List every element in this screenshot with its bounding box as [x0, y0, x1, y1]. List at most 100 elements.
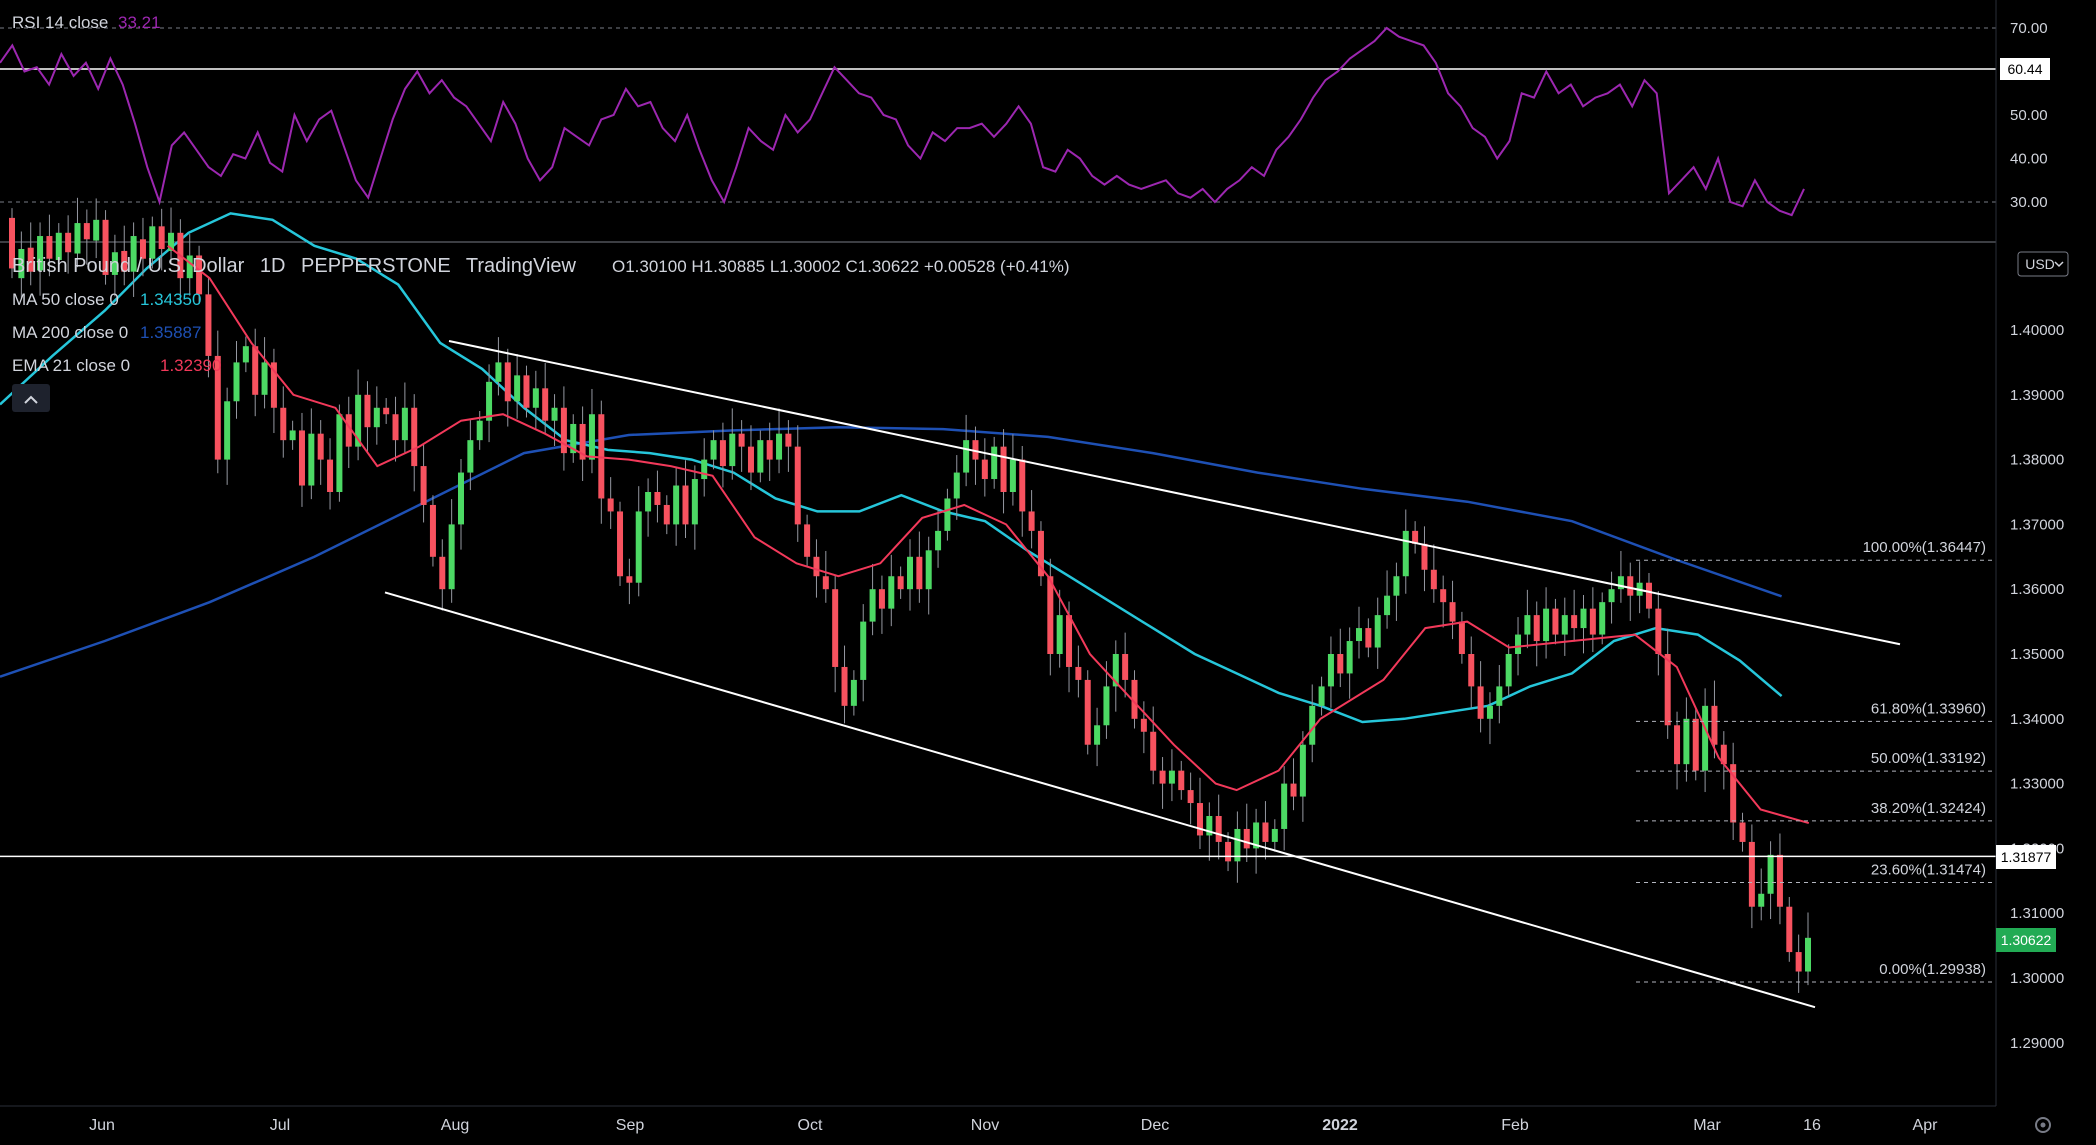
- time-axis[interactable]: Jun Jul Aug Sep Oct Nov Dec 2022 Feb Mar 16 Apr: [89, 1117, 1938, 1134]
- candle-down: [121, 250, 128, 272]
- candle-down: [663, 504, 670, 525]
- price-axis[interactable]: 1.40000 1.39000 1.38000 1.37000 1.36000 1.350…: [2010, 322, 2064, 1052]
- rsi-label: RSI 14 close: [12, 13, 108, 32]
- candle-down: [83, 223, 90, 240]
- trend-channel[interactable]: [384, 340, 1901, 1009]
- candle-down: [252, 346, 259, 395]
- candle-down: [1028, 511, 1035, 531]
- candle-down: [1477, 686, 1484, 719]
- candle-up: [458, 472, 464, 525]
- candle-down: [747, 446, 754, 473]
- candle-up: [1234, 828, 1241, 862]
- candle-down: [738, 433, 745, 447]
- candle-down: [1730, 764, 1737, 823]
- channel-upper-line[interactable]: [448, 340, 1901, 646]
- candle-up: [1805, 937, 1811, 972]
- ohlc-values: O1.30100 H1.30885 L1.30002 C1.30622 +0.0…: [612, 257, 1069, 276]
- candle-up: [1168, 770, 1175, 784]
- candle-down: [158, 226, 165, 249]
- candle-up: [308, 433, 315, 486]
- indicator-legend: MA 50 close 0 1.34350 MA 200 close 0 1.3…: [12, 290, 221, 375]
- time-tick-label: Jun: [89, 1117, 115, 1134]
- rsi-value: 33.21: [118, 13, 161, 32]
- ema21-value: 1.32390: [160, 356, 221, 375]
- candle-down: [1215, 816, 1222, 842]
- candle-down: [504, 362, 511, 402]
- candle-up: [514, 375, 521, 402]
- candle-down: [1159, 770, 1166, 784]
- candle-up: [991, 446, 998, 480]
- candle-up: [336, 414, 343, 492]
- candle-down: [1458, 621, 1465, 654]
- candle-up: [1374, 615, 1381, 648]
- candle-up: [1056, 615, 1063, 654]
- candle-down: [626, 576, 633, 583]
- candle-down: [1533, 615, 1540, 642]
- candle-down: [298, 430, 305, 486]
- collapse-legend-button[interactable]: [12, 384, 50, 412]
- candle-up: [588, 414, 595, 460]
- candle-up: [551, 407, 558, 421]
- candle-down: [1075, 666, 1082, 680]
- price-tick-label: 1.39000: [2010, 387, 2064, 404]
- rsi-axis[interactable]: 70.00 50.00 40.00 30.00: [2010, 20, 2048, 211]
- symbol-header: British Pound / U.S. Dollar 1D PEPPERSTO…: [12, 255, 1069, 277]
- candle-up: [1486, 705, 1493, 719]
- ma50-label[interactable]: MA 50 close 0: [12, 290, 119, 309]
- candle-down: [1552, 608, 1559, 635]
- candle-down: [429, 504, 436, 557]
- candle-up: [289, 430, 296, 441]
- candle-down: [1187, 790, 1194, 804]
- candle-down: [1589, 608, 1596, 635]
- candle-up: [1356, 628, 1362, 642]
- candle-down: [1645, 582, 1652, 609]
- candle-down: [1430, 569, 1437, 590]
- candle-up: [1206, 816, 1213, 836]
- candle-up: [1767, 854, 1774, 894]
- candle-up: [1543, 608, 1550, 642]
- last-price-value: 1.30622: [2001, 932, 2052, 948]
- candle-down: [598, 414, 605, 499]
- candle-down: [1692, 718, 1699, 771]
- candle-up: [869, 589, 876, 622]
- candle-up: [467, 440, 474, 473]
- candle-down: [1776, 854, 1783, 907]
- candle-down: [383, 407, 390, 415]
- candle-up: [532, 388, 539, 408]
- candle-down: [804, 524, 811, 557]
- time-tick-label: 2022: [1322, 1117, 1358, 1134]
- rsi-level-value: 60.44: [2007, 61, 2042, 77]
- candle-down: [205, 294, 212, 356]
- ma50-value: 1.34350: [140, 290, 201, 309]
- candle-down: [1066, 615, 1073, 667]
- candle-down: [916, 556, 923, 590]
- candle-down: [1000, 446, 1007, 492]
- candle-up: [1617, 576, 1624, 590]
- candle-down: [1131, 679, 1138, 719]
- candle-down: [411, 407, 418, 467]
- candle-up: [1103, 686, 1110, 726]
- chevron-down-icon: [2054, 261, 2064, 268]
- candle-up: [130, 236, 137, 272]
- channel-lower-line[interactable]: [384, 591, 1816, 1009]
- candle-down: [766, 440, 773, 460]
- fibonacci-retracement[interactable]: 100.00%(1.36447) 61.80%(1.33960) 50.00%(1.…: [1636, 539, 1996, 983]
- candle-up: [495, 362, 502, 382]
- candle-up: [1496, 686, 1503, 706]
- currency-button[interactable]: USD: [2017, 251, 2069, 277]
- candle-down: [345, 414, 352, 447]
- ma200-label[interactable]: MA 200 close 0: [12, 323, 128, 342]
- symbol-title[interactable]: British Pound / U.S. Dollar 1D PEPPERSTO…: [12, 255, 577, 277]
- candle-down: [654, 492, 661, 505]
- chevron-up-icon: [24, 395, 38, 404]
- candle-down: [1412, 530, 1419, 544]
- candle-down: [1440, 589, 1447, 603]
- ema21-label[interactable]: EMA 21 close 0: [12, 356, 130, 375]
- candle-up: [1608, 589, 1615, 603]
- candle-down: [1122, 654, 1129, 680]
- fib-level-label: 38.20%(1.32424): [1871, 800, 1986, 817]
- ma200-line: [0, 425, 1783, 678]
- candle-down: [1739, 822, 1746, 842]
- settings-icon[interactable]: [2035, 1117, 2051, 1133]
- candle-down: [214, 355, 221, 460]
